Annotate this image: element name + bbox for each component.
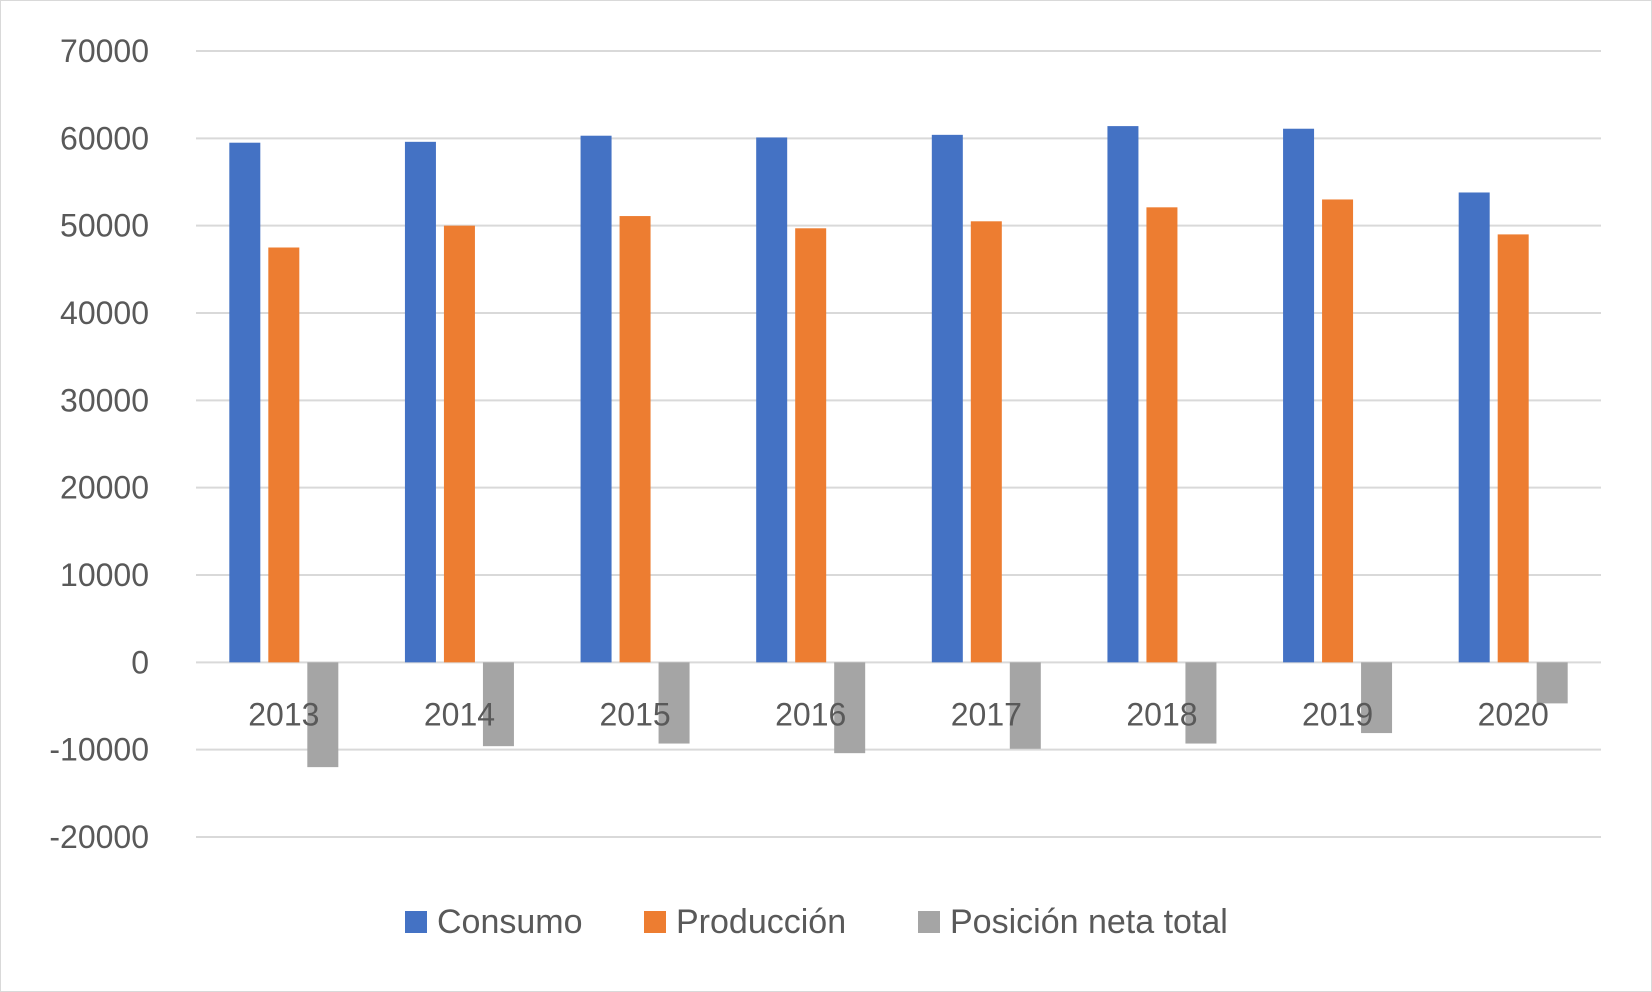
bar-consumo-2014 [404, 141, 436, 663]
x-tick-label: 2020 [1478, 696, 1549, 732]
x-tick-label: 2016 [775, 696, 846, 732]
bar-posici-n-neta-total-2016 [834, 662, 866, 754]
y-tick-label: 50000 [60, 208, 149, 244]
legend-label: Producción [676, 903, 846, 941]
bar-consumo-2018 [1107, 126, 1139, 663]
bar-posici-n-neta-total-2019 [1361, 662, 1393, 734]
y-tick-label: 10000 [60, 557, 149, 593]
bar-posici-n-neta-total-2015 [658, 662, 690, 744]
legend-swatch [918, 911, 940, 933]
bar-producci-n-2014 [443, 225, 475, 663]
legend-swatch [405, 911, 427, 933]
bar-consumo-2019 [1283, 128, 1315, 663]
y-tick-label: -10000 [49, 732, 149, 768]
x-tick-label: 2013 [248, 696, 319, 732]
bar-consumo-2013 [229, 142, 261, 663]
bar-posici-n-neta-total-2018 [1185, 662, 1217, 744]
bar-consumo-2017 [931, 134, 963, 663]
bar-posici-n-neta-total-2013 [307, 662, 339, 768]
y-tick-label: 0 [131, 644, 149, 680]
y-tick-label: -20000 [49, 819, 149, 855]
bar-producci-n-2013 [268, 247, 300, 663]
y-tick-label: 60000 [60, 120, 149, 156]
x-tick-label: 2018 [1126, 696, 1197, 732]
y-tick-label: 70000 [60, 33, 149, 69]
bar-posici-n-neta-total-2014 [482, 662, 514, 747]
legend: Consumo Producción Posición neta total [405, 903, 1228, 941]
bar-consumo-2016 [756, 137, 788, 663]
bar-producci-n-2019 [1322, 199, 1354, 663]
x-tick-label: 2014 [424, 696, 495, 732]
bar-producci-n-2018 [1146, 207, 1178, 663]
x-tick-label: 2019 [1302, 696, 1373, 732]
legend-label: Consumo [437, 903, 583, 941]
y-tick-label: 30000 [60, 382, 149, 418]
bar-producci-n-2016 [795, 228, 827, 663]
bar-consumo-2020 [1458, 192, 1490, 663]
bar-posici-n-neta-total-2017 [1009, 662, 1041, 749]
bar-producci-n-2015 [619, 216, 651, 663]
x-axis-tick-labels: 2013 2014 2015 2016 2017 2018 2019 2020 [248, 696, 1549, 732]
y-tick-label: 40000 [60, 295, 149, 331]
y-tick-label: 20000 [60, 470, 149, 506]
legend-label: Posición neta total [950, 903, 1228, 941]
bar-producci-n-2020 [1497, 234, 1529, 663]
y-axis-tick-labels: 70000 60000 50000 40000 30000 20000 10000 0 -100… [49, 33, 149, 855]
bar-producci-n-2017 [970, 221, 1002, 663]
bar-posici-n-neta-total-2020 [1536, 662, 1568, 704]
x-tick-label: 2015 [599, 696, 670, 732]
x-tick-label: 2017 [951, 696, 1022, 732]
bar-consumo-2015 [580, 135, 612, 663]
bars [229, 126, 1568, 768]
legend-swatch [644, 911, 666, 933]
